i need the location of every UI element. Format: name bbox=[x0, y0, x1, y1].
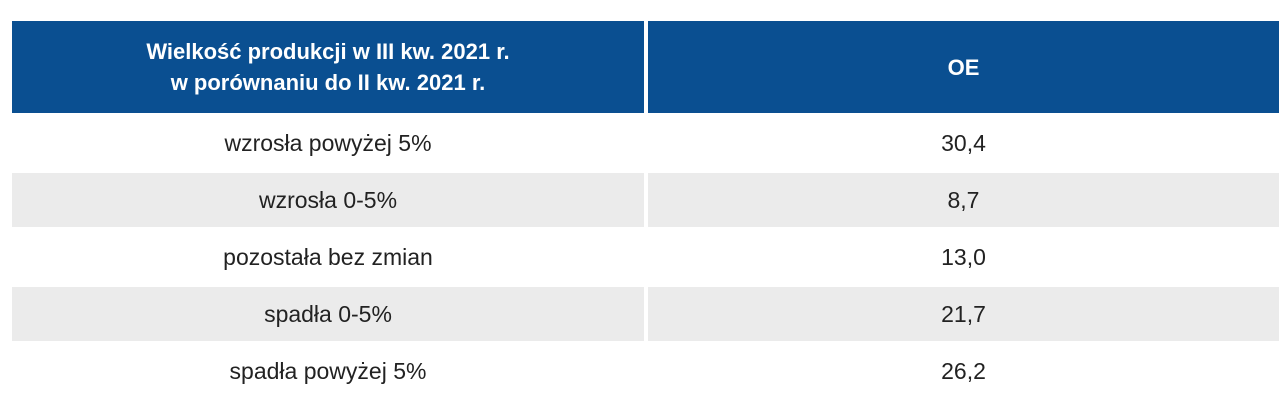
row-value: 26,2 bbox=[648, 344, 1279, 398]
row-label: spadła 0-5% bbox=[12, 287, 644, 341]
table-row: wzrosła 0-5% 8,7 bbox=[12, 173, 1279, 227]
header-production-change: Wielkość produkcji w III kw. 2021 r. w p… bbox=[12, 21, 644, 113]
table-header-row: Wielkość produkcji w III kw. 2021 r. w p… bbox=[12, 21, 1279, 113]
row-value: 13,0 bbox=[648, 230, 1279, 284]
row-value: 21,7 bbox=[648, 287, 1279, 341]
header-production-line1: Wielkość produkcji w III kw. 2021 r. bbox=[146, 39, 510, 64]
row-value: 8,7 bbox=[648, 173, 1279, 227]
table-row: spadła 0-5% 21,7 bbox=[12, 287, 1279, 341]
header-oe: OE bbox=[648, 21, 1279, 113]
row-label: wzrosła 0-5% bbox=[12, 173, 644, 227]
row-label: pozostała bez zmian bbox=[12, 230, 644, 284]
table-row: wzrosła powyżej 5% 30,4 bbox=[12, 116, 1279, 170]
table-row: spadła powyżej 5% 26,2 bbox=[12, 344, 1279, 398]
row-label: spadła powyżej 5% bbox=[12, 344, 644, 398]
row-label: wzrosła powyżej 5% bbox=[12, 116, 644, 170]
header-production-line2: w porównaniu do II kw. 2021 r. bbox=[170, 70, 486, 95]
row-value: 30,4 bbox=[648, 116, 1279, 170]
production-table: Wielkość produkcji w III kw. 2021 r. w p… bbox=[12, 21, 1279, 398]
table-row: pozostała bez zmian 13,0 bbox=[12, 230, 1279, 284]
